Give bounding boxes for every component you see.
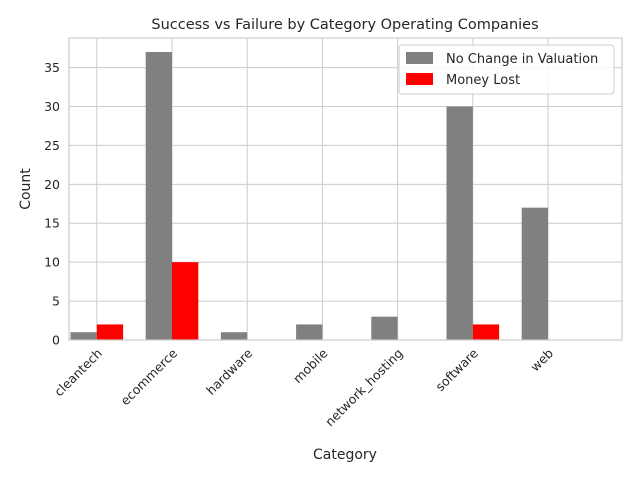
legend-box bbox=[398, 44, 615, 95]
x-tick-label: cleantech bbox=[51, 346, 105, 400]
x-tick-label: web bbox=[527, 345, 556, 374]
x-tick-label: ecommerce bbox=[117, 345, 180, 408]
x-tick-label: network_hosting bbox=[322, 346, 406, 430]
legend-label-no-change: No Change in Valuation bbox=[446, 52, 598, 67]
bar-no-change-network_hosting bbox=[371, 316, 398, 340]
x-axis-label: Category bbox=[313, 447, 377, 463]
y-tick-label: 30 bbox=[44, 99, 60, 114]
chart-title: Success vs Failure by Category Operating… bbox=[151, 17, 538, 33]
plot-frame bbox=[68, 37, 623, 341]
bar-money-lost-ecommerce bbox=[172, 262, 199, 340]
legend-swatch-money-lost bbox=[406, 73, 433, 85]
bar-no-change-software bbox=[446, 106, 473, 340]
y-tick-label: 25 bbox=[44, 138, 60, 153]
bar-no-change-cleantech bbox=[70, 332, 97, 340]
bars bbox=[70, 52, 549, 340]
bar-no-change-web bbox=[521, 207, 549, 340]
y-tick-label: 15 bbox=[44, 216, 60, 231]
x-tick-label: software bbox=[432, 345, 481, 394]
y-tick-label: 10 bbox=[44, 255, 60, 270]
x-tick-label: hardware bbox=[203, 345, 255, 397]
bar-no-change-hardware bbox=[220, 332, 248, 340]
y-tick-label: 35 bbox=[44, 60, 60, 75]
bar-money-lost-cleantech bbox=[96, 324, 124, 340]
x-tick-label: mobile bbox=[290, 345, 331, 386]
legend-label-money-lost: Money Lost bbox=[446, 73, 520, 88]
bar-no-change-ecommerce bbox=[145, 52, 173, 340]
legend: No Change in Valuation Money Lost bbox=[398, 44, 615, 95]
legend-swatch-no-change bbox=[406, 52, 433, 64]
y-axis-ticks: 0 5 10 15 20 25 30 35 bbox=[44, 60, 60, 347]
y-axis-label: Count bbox=[18, 168, 34, 210]
bar-money-lost-software bbox=[472, 324, 500, 340]
y-tick-label: 0 bbox=[52, 333, 60, 348]
bar-no-change-mobile bbox=[296, 324, 323, 340]
x-axis-ticks: cleantech ecommerce hardware mobilenetwork_… bbox=[51, 345, 556, 429]
y-tick-label: 5 bbox=[52, 294, 60, 309]
y-tick-label: 20 bbox=[44, 177, 60, 192]
